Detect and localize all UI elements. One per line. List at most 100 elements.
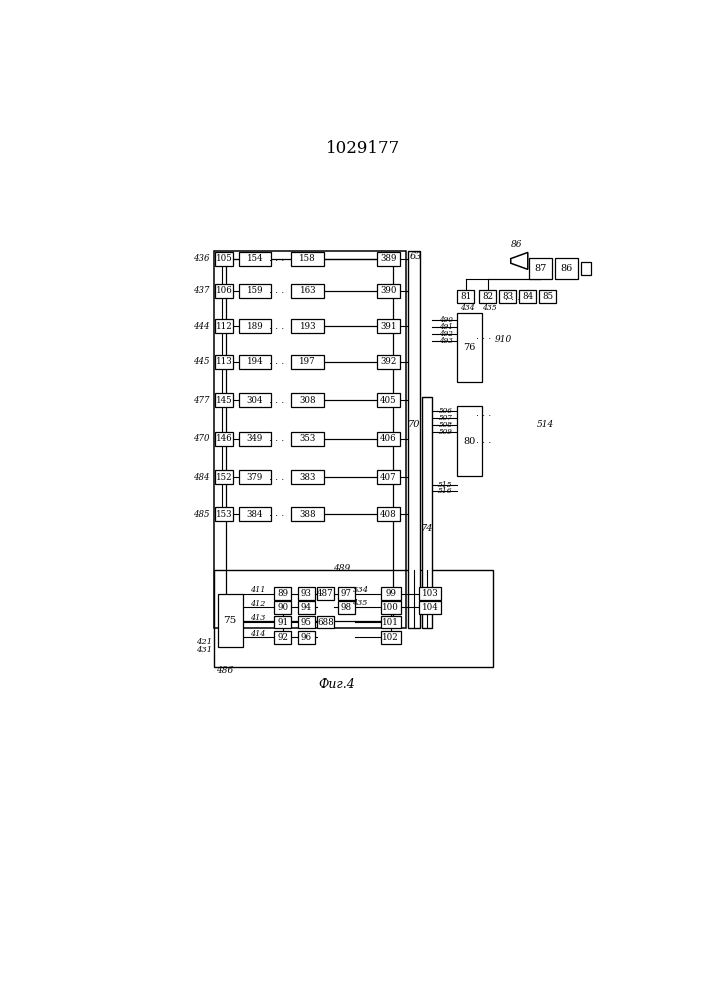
Text: 534: 534 [353,586,369,594]
Bar [274,616,291,628]
Text: 390: 390 [380,286,397,295]
Text: 189: 189 [247,322,264,331]
Text: 491: 491 [439,323,452,331]
Text: 308: 308 [299,396,316,405]
Text: 389: 389 [380,254,397,263]
Bar [298,616,315,628]
Text: 158: 158 [299,254,316,263]
Text: 487: 487 [317,589,334,598]
Text: 435: 435 [352,599,368,607]
Bar [291,284,324,298]
Text: 104: 104 [422,603,438,612]
Text: . . .: . . . [269,472,284,482]
Text: 379: 379 [247,473,263,482]
Text: 1029177: 1029177 [326,140,400,157]
Text: 408: 408 [380,510,397,519]
Bar [419,601,441,614]
Bar [380,587,401,600]
Text: 353: 353 [300,434,316,443]
Text: 437: 437 [193,286,209,295]
Text: 506: 506 [439,407,452,415]
Bar [216,355,233,369]
Text: 93: 93 [300,589,312,598]
Text: 146: 146 [216,434,233,443]
Bar [239,284,271,298]
Text: 411: 411 [250,586,265,594]
Text: 86: 86 [561,264,573,273]
Bar [479,290,496,303]
Bar [239,355,271,369]
Text: 688: 688 [317,618,334,627]
Text: 152: 152 [216,473,233,482]
Text: 96: 96 [300,633,312,642]
Bar [239,507,271,521]
Text: 103: 103 [422,589,438,598]
Bar [377,284,400,298]
Text: 405: 405 [380,396,397,405]
Text: 106: 106 [216,286,233,295]
Bar [291,393,324,407]
Text: 80: 80 [464,437,476,446]
Text: 83: 83 [502,292,513,301]
Text: 97: 97 [341,589,352,598]
Text: 484: 484 [193,473,209,482]
Text: 86: 86 [511,240,522,249]
Text: 412: 412 [250,600,265,608]
Text: 489: 489 [333,564,351,573]
Bar [298,587,315,600]
Text: 91: 91 [277,618,288,627]
Text: 444: 444 [193,322,209,331]
Bar [380,616,401,628]
Bar [218,594,243,647]
Text: . . .: . . . [269,395,284,405]
Bar [226,259,393,620]
Text: 477: 477 [193,396,209,405]
Bar [291,432,324,446]
Text: 193: 193 [300,322,316,331]
Text: 100: 100 [382,603,399,612]
Bar [419,587,441,600]
Text: . . .: . . . [269,253,284,263]
Bar [298,631,315,644]
Bar [291,355,324,369]
Bar [377,393,400,407]
Text: 92: 92 [277,633,288,642]
Text: 492: 492 [439,330,452,338]
Bar [338,601,355,614]
Bar [457,313,482,382]
Text: 70: 70 [408,420,420,429]
Bar [274,601,291,614]
Text: 94: 94 [300,603,312,612]
Text: 102: 102 [382,633,399,642]
Text: 516: 516 [438,487,452,495]
Text: 197: 197 [299,357,316,366]
Text: 163: 163 [300,286,316,295]
Text: 413: 413 [250,614,265,622]
Bar [317,616,334,628]
Bar [291,507,324,521]
Text: 349: 349 [247,434,263,443]
Bar [580,262,591,275]
Text: 113: 113 [216,357,233,366]
Text: . . .: . . . [269,321,284,331]
Text: 95: 95 [300,618,312,627]
Text: 145: 145 [216,396,233,405]
Text: 445: 445 [193,357,209,366]
Bar [216,470,233,484]
Text: . . .: . . . [476,408,491,418]
Text: 76: 76 [464,343,476,352]
Text: 431: 431 [197,646,212,654]
Bar [216,319,233,333]
Bar [421,397,433,628]
Text: 194: 194 [247,357,263,366]
Text: 514: 514 [537,420,554,429]
Bar [239,319,271,333]
Bar [377,507,400,521]
Text: 383: 383 [300,473,316,482]
Bar [529,258,552,279]
Bar [377,470,400,484]
Text: 75: 75 [223,616,237,625]
Bar [239,252,271,266]
Bar [457,290,474,303]
Text: 153: 153 [216,510,233,519]
